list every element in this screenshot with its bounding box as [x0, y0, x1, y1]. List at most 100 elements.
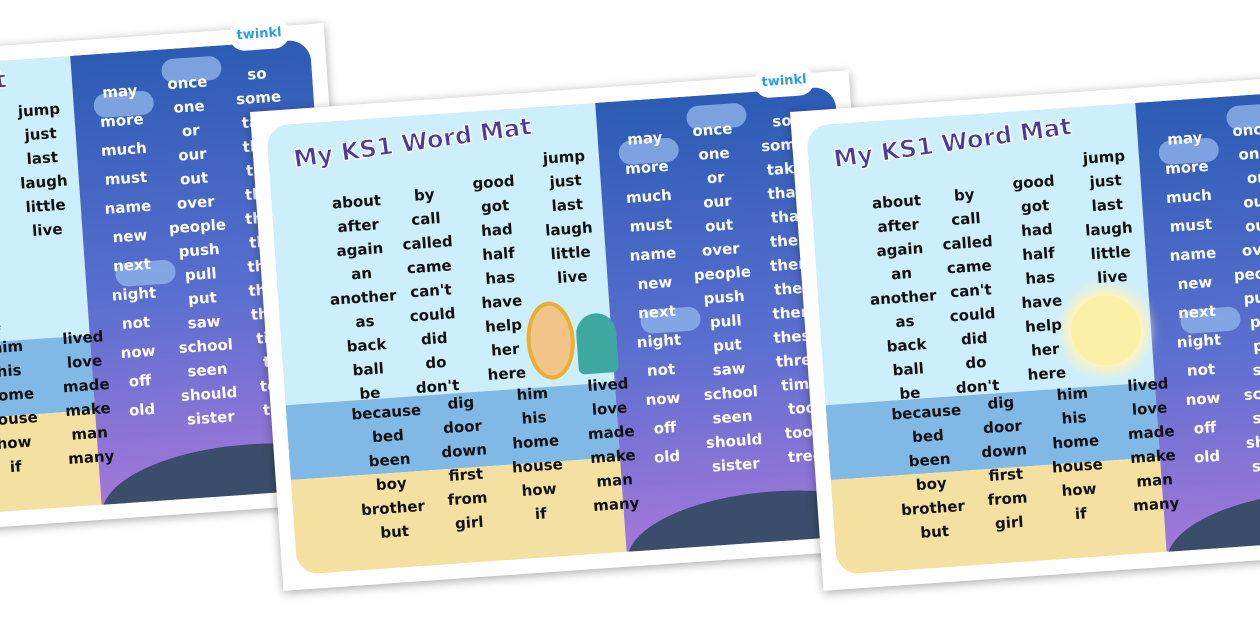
sky-word: could: [409, 304, 457, 326]
lower-word: if: [9, 457, 23, 477]
sky-word: by: [953, 185, 976, 205]
lower-word: dig: [446, 393, 475, 413]
sky-word: call: [410, 208, 442, 229]
sky-word: live: [556, 266, 588, 287]
sky-word: did: [960, 328, 989, 349]
sky-word: little: [550, 242, 592, 264]
sky-word: live: [31, 219, 63, 240]
night-word: next: [637, 301, 677, 323]
lower-word: man: [595, 470, 634, 491]
night-word: old: [128, 399, 156, 420]
night-word: pull: [184, 264, 218, 285]
night-word: name: [629, 243, 677, 265]
night-word: name: [1169, 243, 1217, 265]
lower-word: many: [67, 446, 115, 468]
lower-word: down: [980, 440, 1028, 462]
night-word: seen: [1251, 406, 1260, 428]
sky-word: by: [413, 185, 436, 205]
sky-word: ball: [352, 359, 385, 380]
sky-word: has: [484, 267, 516, 288]
lower-word: boy: [915, 473, 948, 495]
night-word: old: [1193, 446, 1221, 467]
night-word: one: [697, 143, 731, 164]
night-word: saw: [1252, 359, 1260, 380]
night-word: more: [99, 109, 145, 131]
night-word: now: [120, 341, 157, 363]
night-word: out: [1244, 215, 1260, 236]
sky-word: laugh: [544, 218, 594, 240]
night-word: our: [1242, 191, 1260, 212]
sky-word: have: [480, 291, 523, 313]
lower-word: how: [521, 479, 558, 500]
night-word: much: [100, 138, 148, 160]
sky-word: back: [886, 335, 928, 356]
sky-word: got: [1020, 196, 1050, 217]
sky-word: as: [354, 311, 376, 332]
night-word: new: [1176, 272, 1213, 294]
lower-word: home: [0, 384, 35, 406]
night-word: pull: [709, 311, 743, 332]
lower-word: make: [589, 445, 637, 468]
sky-word: little: [1090, 242, 1132, 264]
lower-word: many: [592, 493, 640, 515]
night-word: new: [636, 272, 673, 294]
night-word: or: [181, 121, 201, 141]
night-word: more: [1164, 156, 1210, 178]
sky-word: as: [894, 311, 916, 332]
night-word: push: [1242, 286, 1260, 308]
sky-word: last: [550, 195, 584, 216]
lower-word: his: [1061, 408, 1088, 428]
sky-word: just: [549, 171, 583, 192]
night-word: push: [702, 286, 746, 308]
sky-word: got: [480, 196, 510, 217]
sky-word: again: [875, 239, 924, 261]
sky-word: last: [25, 148, 59, 169]
night-word: so: [246, 64, 268, 84]
lower-word: made: [587, 421, 636, 444]
night-word: out: [179, 168, 209, 189]
night-word: people: [1233, 262, 1260, 285]
logo: twinkl: [753, 64, 816, 99]
night-word: over: [1241, 239, 1260, 260]
lower-word: his: [0, 361, 23, 381]
night-word: once: [1231, 119, 1260, 141]
night-word: night: [111, 283, 157, 305]
lower-word: lived: [61, 327, 104, 349]
sky-word: be: [358, 383, 381, 404]
lower-word: girl: [994, 512, 1024, 533]
lower-word: boy: [375, 473, 408, 495]
night-word: school: [178, 335, 234, 358]
sky-word: had: [480, 219, 514, 241]
sky-word: do: [424, 352, 448, 373]
lower-word: lived: [1126, 374, 1169, 396]
sky-word: jump: [17, 99, 61, 121]
lower-word: from: [987, 488, 1029, 510]
lower-word: make: [64, 398, 112, 421]
sky-word: about: [871, 191, 922, 213]
night-word: sister: [1251, 454, 1260, 476]
sky-word: laugh: [1084, 218, 1134, 240]
night-word: seen: [186, 359, 229, 381]
lower-word: home: [1051, 431, 1100, 453]
sky-word: call: [950, 208, 982, 229]
night-word: so: [771, 111, 793, 131]
sky-word: after: [336, 215, 380, 237]
sky-word: her: [1030, 339, 1060, 360]
sky-word: her: [490, 339, 520, 360]
sky-word: just: [1089, 171, 1123, 192]
lower-word: his: [521, 408, 548, 428]
lower-word: if: [534, 504, 548, 524]
night-word: not: [646, 359, 676, 380]
lower-word: if: [1074, 504, 1088, 524]
lower-word: how: [1061, 479, 1098, 500]
night-word: name: [104, 196, 152, 218]
sky-word: have: [1020, 291, 1063, 313]
lower-word: first: [447, 464, 484, 486]
sky-word: live: [1096, 266, 1128, 287]
night-word: push: [177, 239, 221, 261]
sky-word: after: [876, 215, 920, 237]
lower-word: him: [516, 383, 549, 405]
lower-word: make: [1129, 445, 1177, 468]
night-word: pull: [1249, 311, 1260, 332]
